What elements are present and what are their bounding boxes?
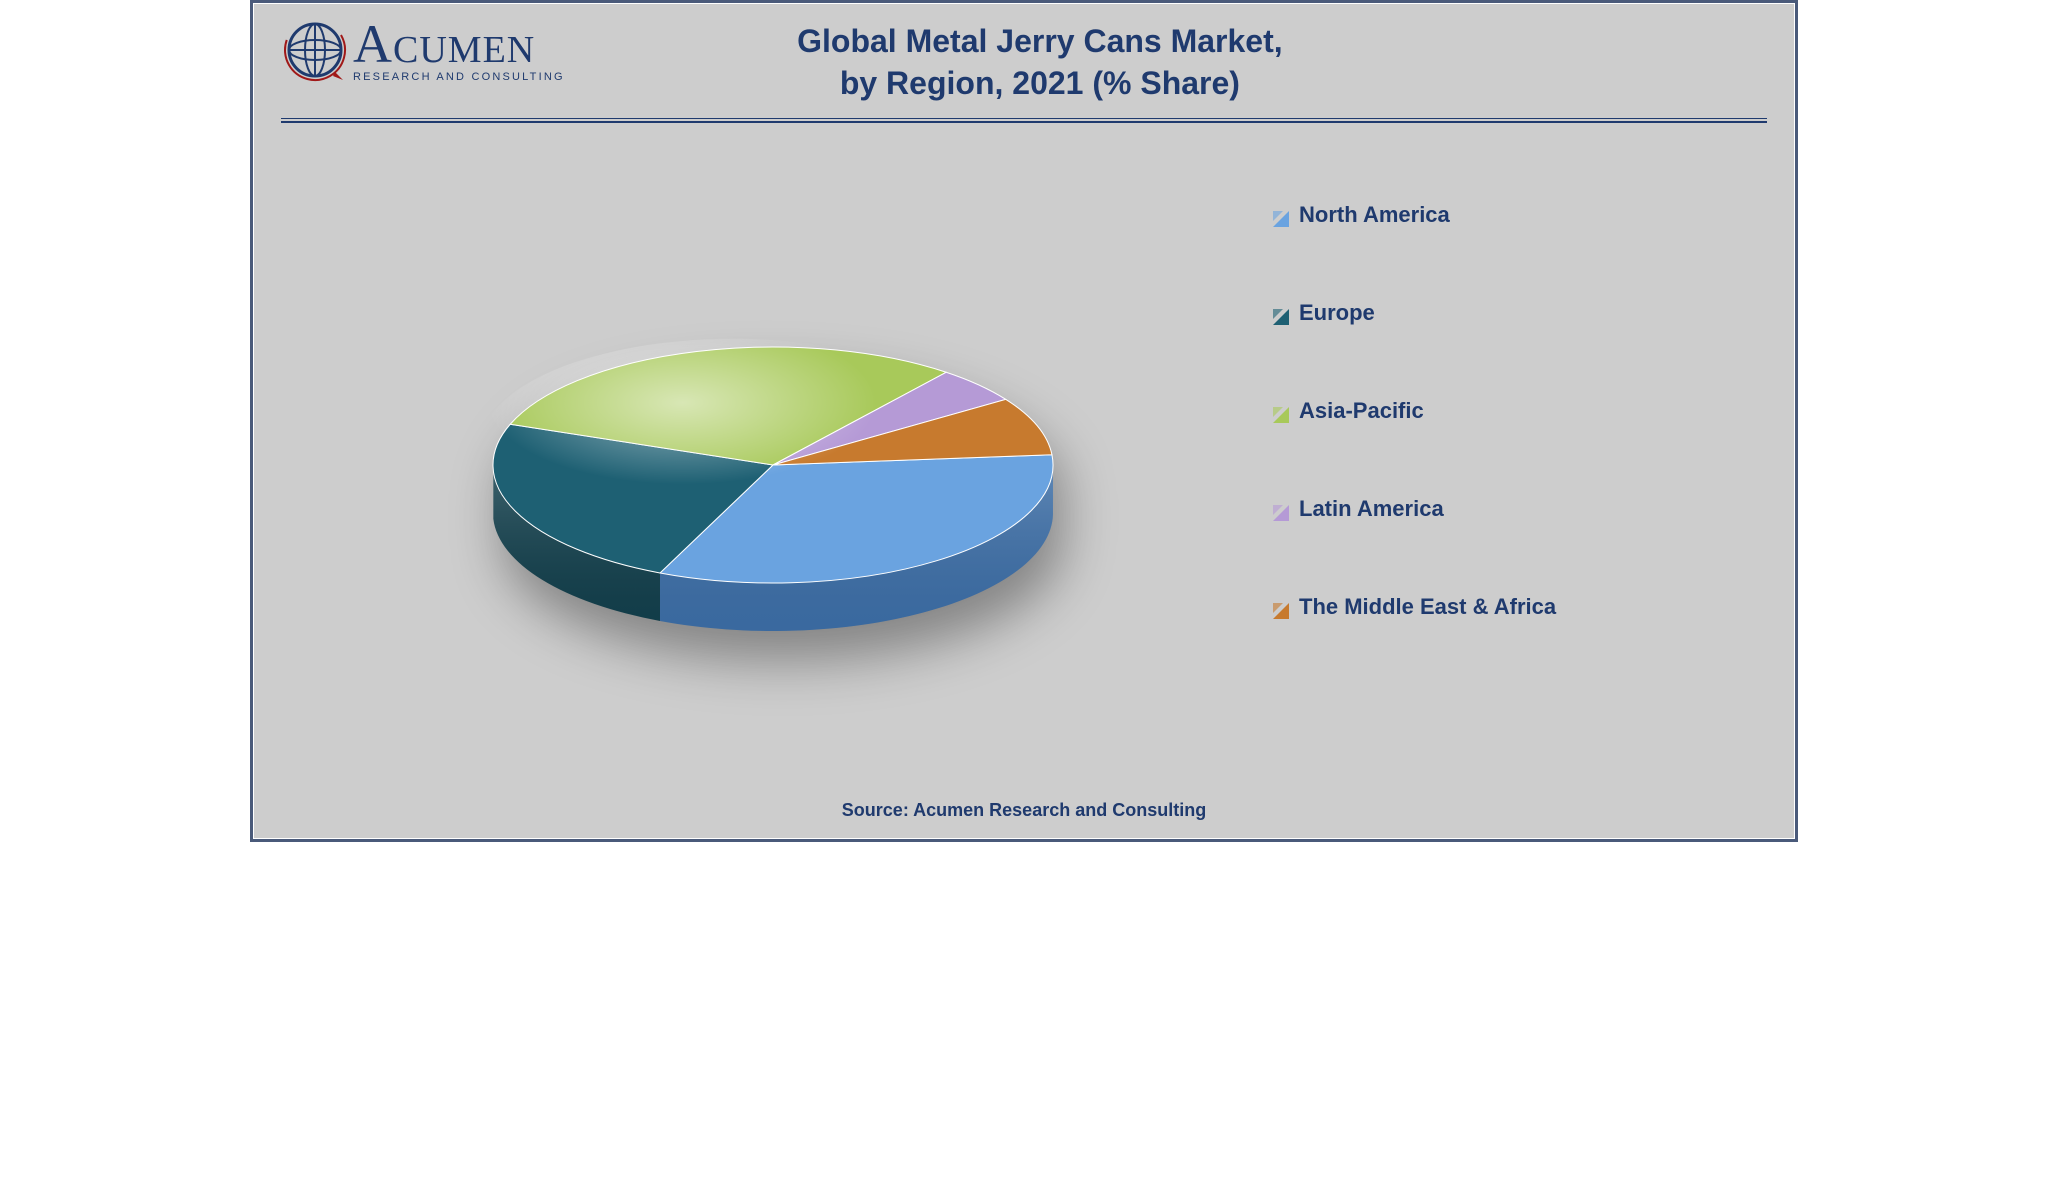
legend-marker-icon [1273,305,1289,321]
pie-chart [453,235,1093,695]
legend-label: Asia-Pacific [1299,398,1424,424]
logo-subtitle: RESEARCH AND CONSULTING [353,71,565,83]
chart-body: North America Europe Asia-Pacific Latin Ame… [253,122,1795,782]
pie-chart-area [293,162,1253,772]
legend-label: North America [1299,202,1450,228]
header-divider [281,118,1767,122]
title-line-1: Global Metal Jerry Cans Market, [565,21,1515,63]
pie-sheen [481,338,985,550]
legend-marker-icon [1273,599,1289,615]
source-attribution: Source: Acumen Research and Consulting [253,800,1795,821]
header: ACUMEN RESEARCH AND CONSULTING Global Me… [253,3,1795,110]
legend-marker-icon [1273,403,1289,419]
chart-title: Global Metal Jerry Cans Market, by Regio… [565,17,1515,104]
legend-label: The Middle East & Africa [1299,594,1556,620]
chart-frame: ACUMEN RESEARCH AND CONSULTING Global Me… [250,0,1798,842]
title-line-2: by Region, 2021 (% Share) [565,63,1515,105]
legend-marker-icon [1273,501,1289,517]
legend-marker-icon [1273,207,1289,223]
legend-item: Europe [1273,300,1755,326]
globe-icon [283,18,347,82]
legend-item: Asia-Pacific [1273,398,1755,424]
legend-label: Latin America [1299,496,1444,522]
legend-label: Europe [1299,300,1375,326]
logo-name-rest: CUMEN [393,29,535,71]
legend-item: The Middle East & Africa [1273,594,1755,620]
pie-chart-wrap [453,235,1093,700]
logo-name: ACUMEN [353,17,565,71]
legend-item: Latin America [1273,496,1755,522]
logo-name-initial: A [353,14,393,74]
logo: ACUMEN RESEARCH AND CONSULTING [283,17,565,83]
legend-item: North America [1273,202,1755,228]
legend: North America Europe Asia-Pacific Latin Ame… [1253,162,1755,772]
logo-text: ACUMEN RESEARCH AND CONSULTING [353,17,565,83]
